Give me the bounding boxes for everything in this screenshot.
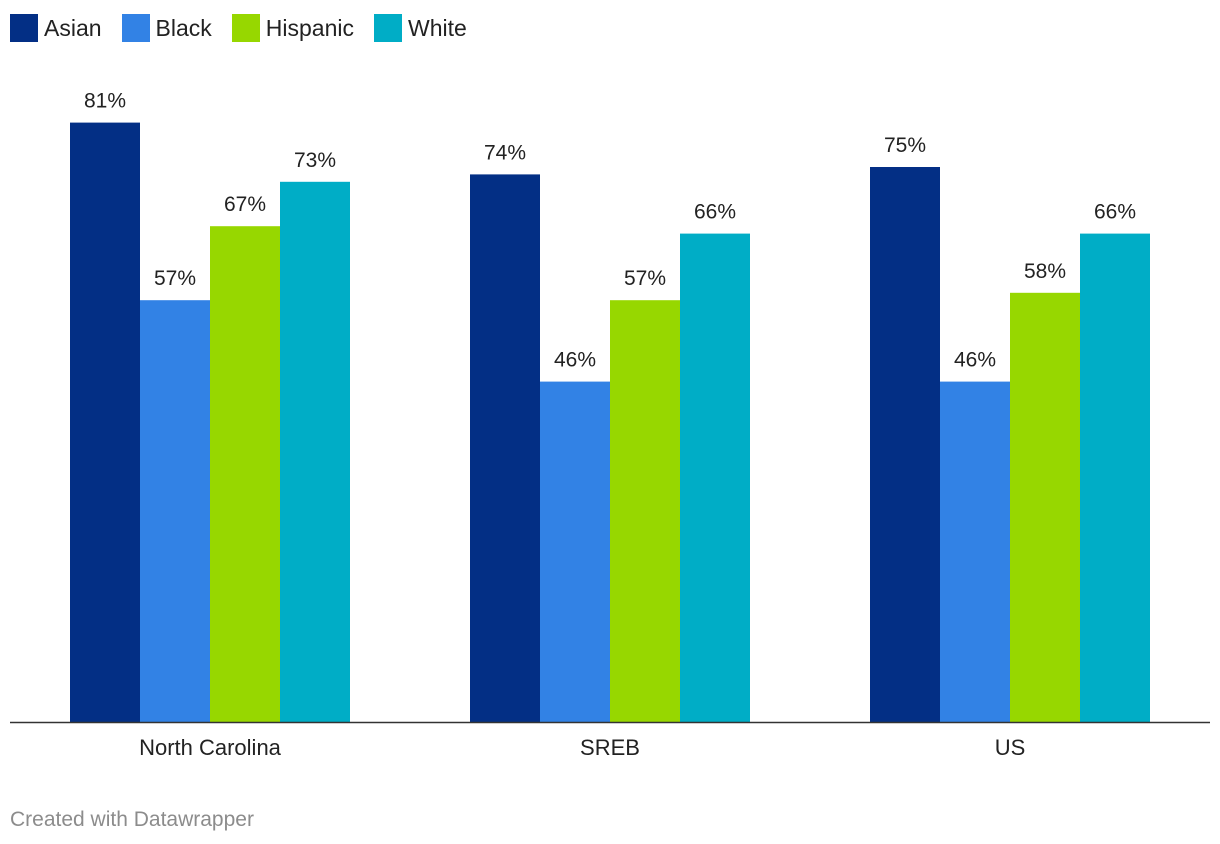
bar-sreb-black bbox=[540, 381, 610, 722]
bar-sreb-hispanic bbox=[610, 300, 680, 722]
bar-north-carolina-asian bbox=[70, 122, 140, 723]
bar-north-carolina-hispanic bbox=[210, 226, 280, 722]
legend-label-white: White bbox=[408, 14, 467, 41]
legend: Asian Black Hispanic White bbox=[10, 13, 487, 43]
data-label-sreb-white: 66% bbox=[694, 201, 736, 224]
bar-north-carolina-white bbox=[280, 181, 350, 723]
data-label-north-carolina-hispanic: 67% bbox=[224, 193, 266, 216]
legend-label-black: Black bbox=[155, 14, 212, 41]
legend-swatch-hispanic bbox=[231, 14, 260, 42]
bar-sreb-white bbox=[680, 233, 750, 722]
data-label-us-asian: 75% bbox=[884, 134, 926, 157]
x-tick-label-sreb: SREB bbox=[580, 735, 640, 760]
bar-north-carolina-black bbox=[140, 300, 210, 722]
bar-chart: 81% 57% 67% 73% North Carolina 74% 46% 57% 66% SR… bbox=[10, 90, 1210, 760]
legend-swatch-black bbox=[121, 14, 150, 42]
data-label-north-carolina-white: 73% bbox=[294, 149, 336, 172]
footer-credit: Created with Datawrapper bbox=[10, 808, 254, 831]
data-label-north-carolina-asian: 81% bbox=[84, 90, 126, 113]
legend-swatch-white bbox=[374, 14, 403, 42]
legend-label-asian: Asian bbox=[44, 14, 102, 41]
x-tick-label-north-carolina: North Carolina bbox=[139, 735, 282, 760]
bar-us-black bbox=[940, 381, 1010, 722]
bar-us-white bbox=[1080, 233, 1150, 722]
legend-label-hispanic: Hispanic bbox=[265, 14, 355, 41]
legend-item-hispanic: Hispanic bbox=[231, 14, 355, 42]
data-label-us-hispanic: 58% bbox=[1024, 260, 1066, 283]
data-label-sreb-asian: 74% bbox=[484, 141, 526, 164]
legend-item-black: Black bbox=[121, 14, 212, 42]
bar-us-hispanic bbox=[1010, 292, 1080, 722]
bar-sreb-asian bbox=[470, 174, 540, 722]
data-label-sreb-black: 46% bbox=[554, 349, 596, 372]
legend-item-white: White bbox=[374, 14, 467, 42]
x-tick-label-us: US bbox=[995, 735, 1026, 760]
data-label-sreb-hispanic: 57% bbox=[624, 267, 666, 290]
data-label-north-carolina-black: 57% bbox=[154, 267, 196, 290]
data-label-us-white: 66% bbox=[1094, 201, 1136, 224]
legend-swatch-asian bbox=[10, 14, 38, 42]
data-label-us-black: 46% bbox=[954, 349, 996, 372]
legend-item-asian: Asian bbox=[10, 14, 102, 42]
bar-us-asian bbox=[870, 167, 940, 722]
